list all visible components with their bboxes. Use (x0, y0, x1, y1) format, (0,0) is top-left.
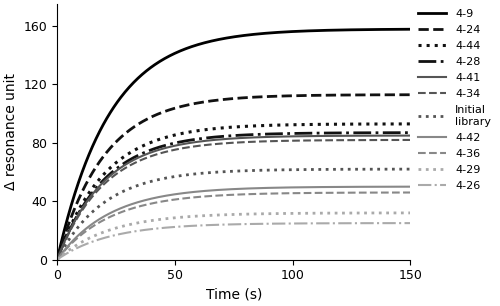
Y-axis label: Δ resonance unit: Δ resonance unit (4, 73, 18, 190)
X-axis label: Time (s): Time (s) (206, 288, 262, 302)
Legend: 4-9, 4-24, 4-44, 4-28, 4-41, 4-34, Initial
library, 4-42, 4-36, 4-29, 4-26: 4-9, 4-24, 4-44, 4-28, 4-41, 4-34, Initi… (414, 4, 496, 196)
